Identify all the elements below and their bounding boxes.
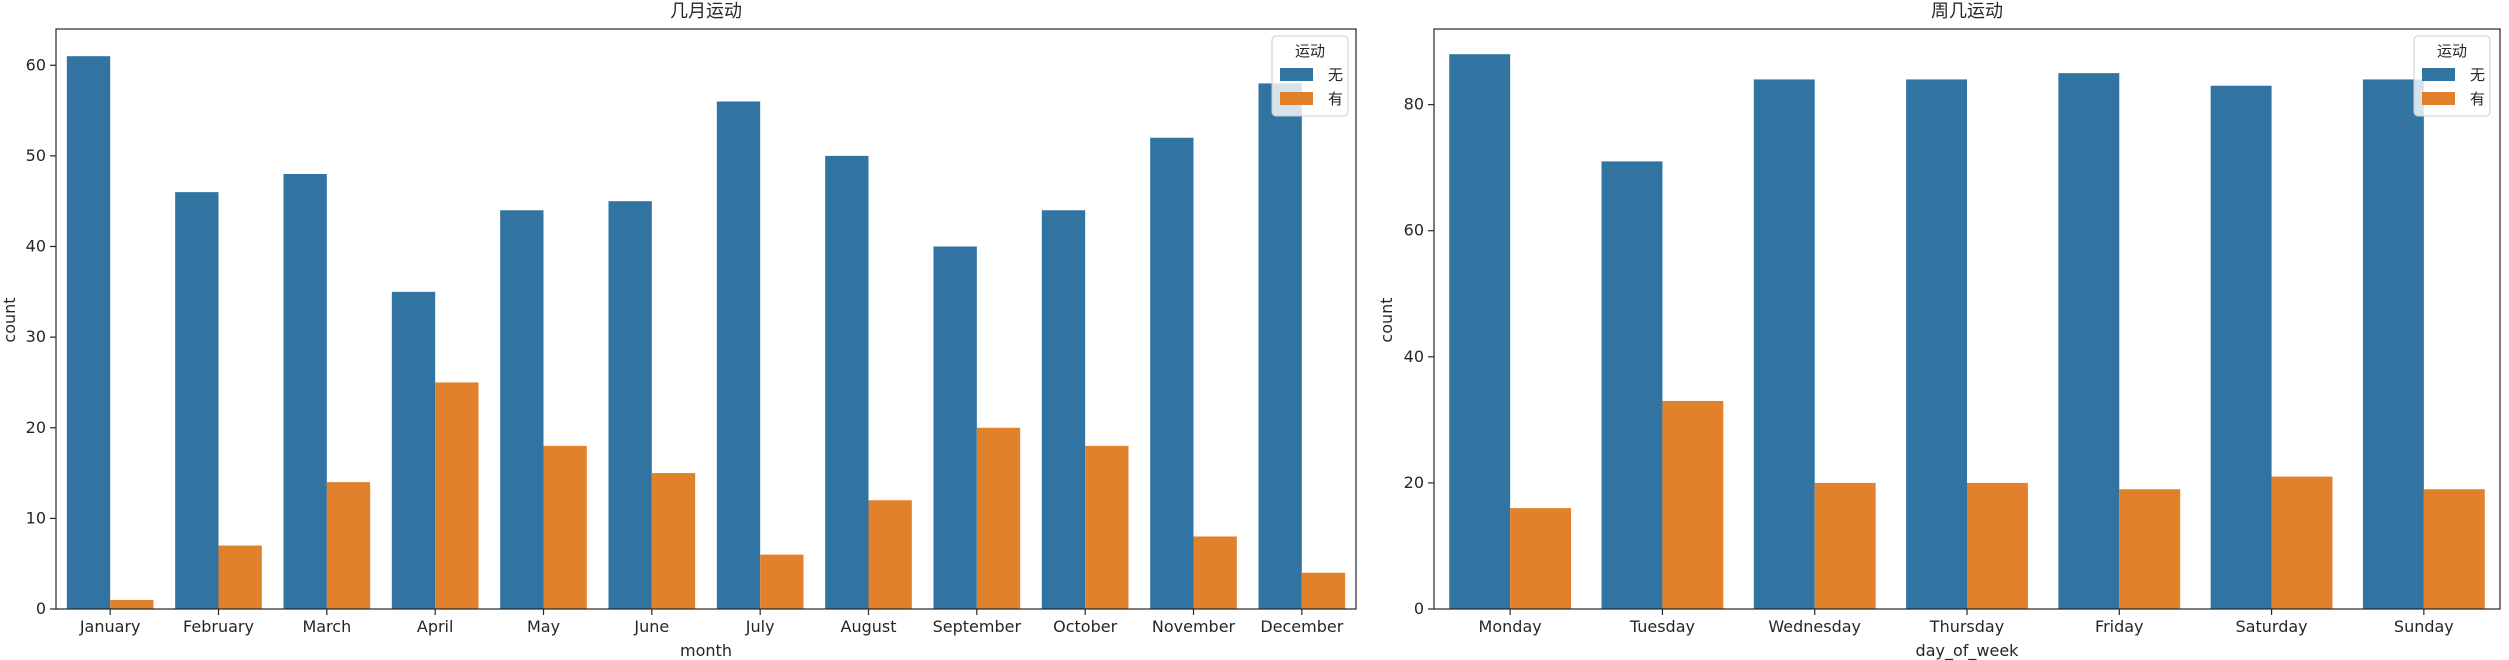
legend-title: 运动	[1295, 42, 1325, 60]
x-tick-label: Friday	[2095, 617, 2144, 636]
x-tick-label: March	[302, 617, 351, 636]
y-ticks: 0 20 40 60 80	[1404, 95, 1434, 618]
bar-none-october	[1041, 210, 1086, 609]
bar-none-friday	[2058, 73, 2120, 609]
bar-yes-friday	[2119, 489, 2181, 609]
bar-yes-november	[1193, 536, 1237, 609]
legend-swatch-yes	[1280, 92, 1313, 105]
x-tick-label: Sunday	[2394, 617, 2454, 636]
axes-frame	[1433, 28, 2501, 610]
y-tick-label: 40	[1404, 347, 1424, 366]
bar-none-tuesday	[1601, 161, 1663, 610]
bar-none-april	[391, 291, 436, 609]
legend-label-none: 无	[1328, 66, 1343, 84]
y-tick-label: 0	[36, 599, 46, 618]
bar-none-thursday	[1906, 79, 1967, 609]
legend-label-none: 无	[2470, 66, 2485, 84]
bar-none-may	[500, 210, 544, 609]
y-tick-label: 30	[26, 327, 46, 346]
x-tick-label: Tuesday	[1629, 617, 1695, 636]
month-chart: 几月运动 month count 0 10 20 30 40 50 60 January Fe…	[0, 1, 1357, 660]
y-tick-label: 60	[26, 55, 46, 74]
x-axis-label: month	[680, 641, 732, 660]
bar-none-september	[933, 246, 977, 609]
bar-none-sunday	[2362, 79, 2424, 609]
y-tick-label: 80	[1404, 95, 1424, 114]
x-tick-label: December	[1260, 617, 1343, 636]
chart-title: 几月运动	[670, 1, 742, 22]
y-tick-label: 40	[26, 237, 46, 256]
bar-yes-july	[760, 554, 804, 609]
legend-swatch-none	[2422, 68, 2455, 81]
y-tick-label: 50	[26, 146, 46, 165]
bar-none-january	[66, 56, 111, 609]
x-tick-label: November	[1152, 617, 1236, 636]
bar-none-july	[716, 101, 761, 609]
bar-yes-sunday	[2423, 489, 2485, 609]
x-tick-label: Thursday	[1929, 617, 2004, 636]
x-tick-label: September	[933, 617, 1022, 636]
y-tick-label: 60	[1404, 221, 1424, 240]
y-tick-label: 10	[26, 508, 46, 527]
bar-yes-april	[435, 382, 479, 609]
x-ticks: Monday Tuesday Wednesday Thursday Friday Satu…	[1479, 609, 2454, 636]
y-axis-label: count	[0, 297, 19, 342]
legend-swatch-yes	[2422, 92, 2455, 105]
bar-none-november	[1150, 137, 1194, 609]
x-tick-label: June	[633, 617, 669, 636]
chart-title: 周几运动	[1931, 1, 2003, 22]
bar-yes-monday	[1510, 508, 1572, 609]
legend-label-yes: 有	[1328, 90, 1343, 108]
legend: 运动 无 有	[1271, 35, 1349, 117]
y-tick-label: 20	[1404, 473, 1424, 492]
bar-yes-may	[543, 445, 587, 609]
legend-label-yes: 有	[2470, 90, 2485, 108]
bar-none-wednesday	[1753, 79, 1815, 609]
bar-yes-october	[1085, 445, 1129, 609]
bars-layer	[1449, 54, 2485, 610]
bar-yes-saturday	[2271, 476, 2333, 609]
axes-frame	[55, 28, 1357, 610]
legend-title: 运动	[2437, 42, 2467, 60]
bar-none-monday	[1449, 54, 1511, 609]
x-tick-label: Saturday	[2236, 617, 2308, 636]
bar-yes-january	[110, 599, 154, 609]
x-axis-label: day_of_week	[1916, 641, 2020, 660]
x-tick-label: October	[1053, 617, 1117, 636]
x-ticks: January February March April May June July Augu…	[79, 609, 1344, 636]
weekday-chart: 周几运动 day_of_week count 0 20 40 60 80 Monday T…	[1377, 1, 2501, 660]
x-tick-label: Monday	[1479, 617, 1542, 636]
x-tick-label: Wednesday	[1768, 617, 1861, 636]
bars-layer	[66, 56, 1346, 609]
x-tick-label: January	[79, 617, 141, 636]
bar-none-february	[175, 192, 219, 609]
bar-none-august	[825, 155, 869, 609]
y-ticks: 0 10 20 30 40 50 60	[26, 55, 56, 618]
x-tick-label: February	[183, 617, 254, 636]
bar-yes-thursday	[1967, 482, 2028, 609]
bar-yes-september	[976, 427, 1021, 609]
x-tick-label: July	[745, 617, 775, 636]
bar-yes-august	[868, 500, 912, 609]
legend: 运动 无 有	[2413, 35, 2491, 117]
x-tick-label: May	[527, 617, 560, 636]
bar-none-december	[1258, 83, 1302, 609]
y-tick-label: 0	[1414, 599, 1424, 618]
bar-yes-march	[326, 482, 371, 609]
bar-none-june	[608, 201, 652, 609]
bar-yes-wednesday	[1814, 482, 1876, 609]
bar-yes-tuesday	[1662, 400, 1724, 609]
x-tick-label: August	[841, 617, 897, 636]
x-tick-label: April	[417, 617, 454, 636]
legend-swatch-none	[1280, 68, 1313, 81]
y-axis-label: count	[1377, 297, 1396, 342]
bar-yes-june	[651, 473, 696, 609]
bar-yes-december	[1301, 572, 1346, 609]
bar-none-march	[283, 174, 327, 609]
bar-yes-february	[218, 545, 262, 609]
y-tick-label: 20	[26, 418, 46, 437]
bar-none-saturday	[2210, 85, 2272, 609]
